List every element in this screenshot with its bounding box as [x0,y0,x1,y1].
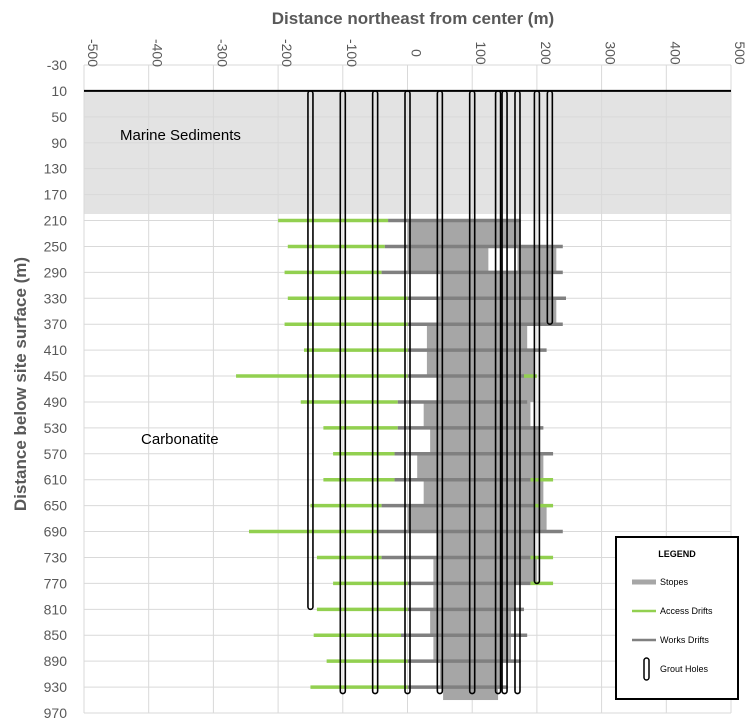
legend-title: LEGEND [658,549,696,559]
legend-label: Stopes [660,577,689,587]
x-tick-label: 300 [603,41,619,65]
y-tick-label: 890 [44,653,68,669]
legend-label: Access Drifts [660,606,713,616]
y-tick-label: 650 [44,498,68,514]
x-axis-title: Distance northeast from center (m) [272,9,554,28]
x-tick-label: -200 [279,39,295,67]
stope [517,246,557,273]
x-tick-label: -300 [214,39,230,67]
y-tick-label: 210 [44,213,68,229]
y-tick-label: -30 [47,57,67,73]
y-axis-title: Distance below site surface (m) [11,257,30,511]
y-tick-label: 810 [44,601,68,617]
x-tick-label: 100 [473,41,489,65]
stope [426,350,534,377]
legend-box [615,536,739,700]
stope [433,635,512,662]
stope [423,479,544,506]
legend: LEGEND Stopes Access Drifts Works Drifts Gro… [615,536,739,700]
stope [436,298,557,325]
x-tick-label: -100 [344,39,360,67]
stope [430,609,512,636]
stope [433,557,537,584]
stope [407,246,489,273]
region-label: Carbonatite [141,431,219,448]
y-tick-label: 850 [44,627,68,643]
region-label: Marine Sediments [120,127,241,144]
y-tick-label: 970 [44,705,68,721]
x-tick-label: 500 [732,41,748,65]
stope [423,401,531,428]
x-tick-label: -400 [150,39,166,67]
stope [417,453,544,480]
y-tick-label: 10 [51,83,67,99]
y-tick-label: 450 [44,368,68,384]
y-tick-label: 130 [44,161,68,177]
y-tick-label: 170 [44,187,68,203]
y-tick-label: 930 [44,679,68,695]
y-tick-label: 490 [44,394,68,410]
stope [430,427,541,454]
y-tick-label: 770 [44,575,68,591]
y-tick-label: 90 [51,135,67,151]
stope [436,376,534,402]
y-tick-label: 410 [44,342,68,358]
y-tick-label: 290 [44,264,68,280]
stope [436,531,534,558]
x-tick-label: -500 [85,39,101,67]
y-tick-label: 610 [44,472,68,488]
x-tick-label: 400 [667,41,683,65]
legend-label: Grout Holes [660,664,709,674]
y-tick-label: 370 [44,316,68,332]
y-tick-label: 250 [44,238,68,254]
stope [407,220,521,247]
stope [439,661,502,688]
legend-label: Works Drifts [660,635,709,645]
stope [439,272,554,299]
legend-symbol-grout-hole [643,657,650,681]
y-tick-label: 50 [51,109,67,125]
x-tick-label: 200 [538,41,554,65]
y-tick-label: 330 [44,290,68,306]
y-tick-label: 690 [44,524,68,540]
y-tick-label: 570 [44,446,68,462]
x-tick-label: 0 [409,49,425,57]
stope [407,505,547,532]
stope [426,324,528,351]
y-tick-label: 530 [44,420,68,436]
y-tick-label: 730 [44,549,68,565]
